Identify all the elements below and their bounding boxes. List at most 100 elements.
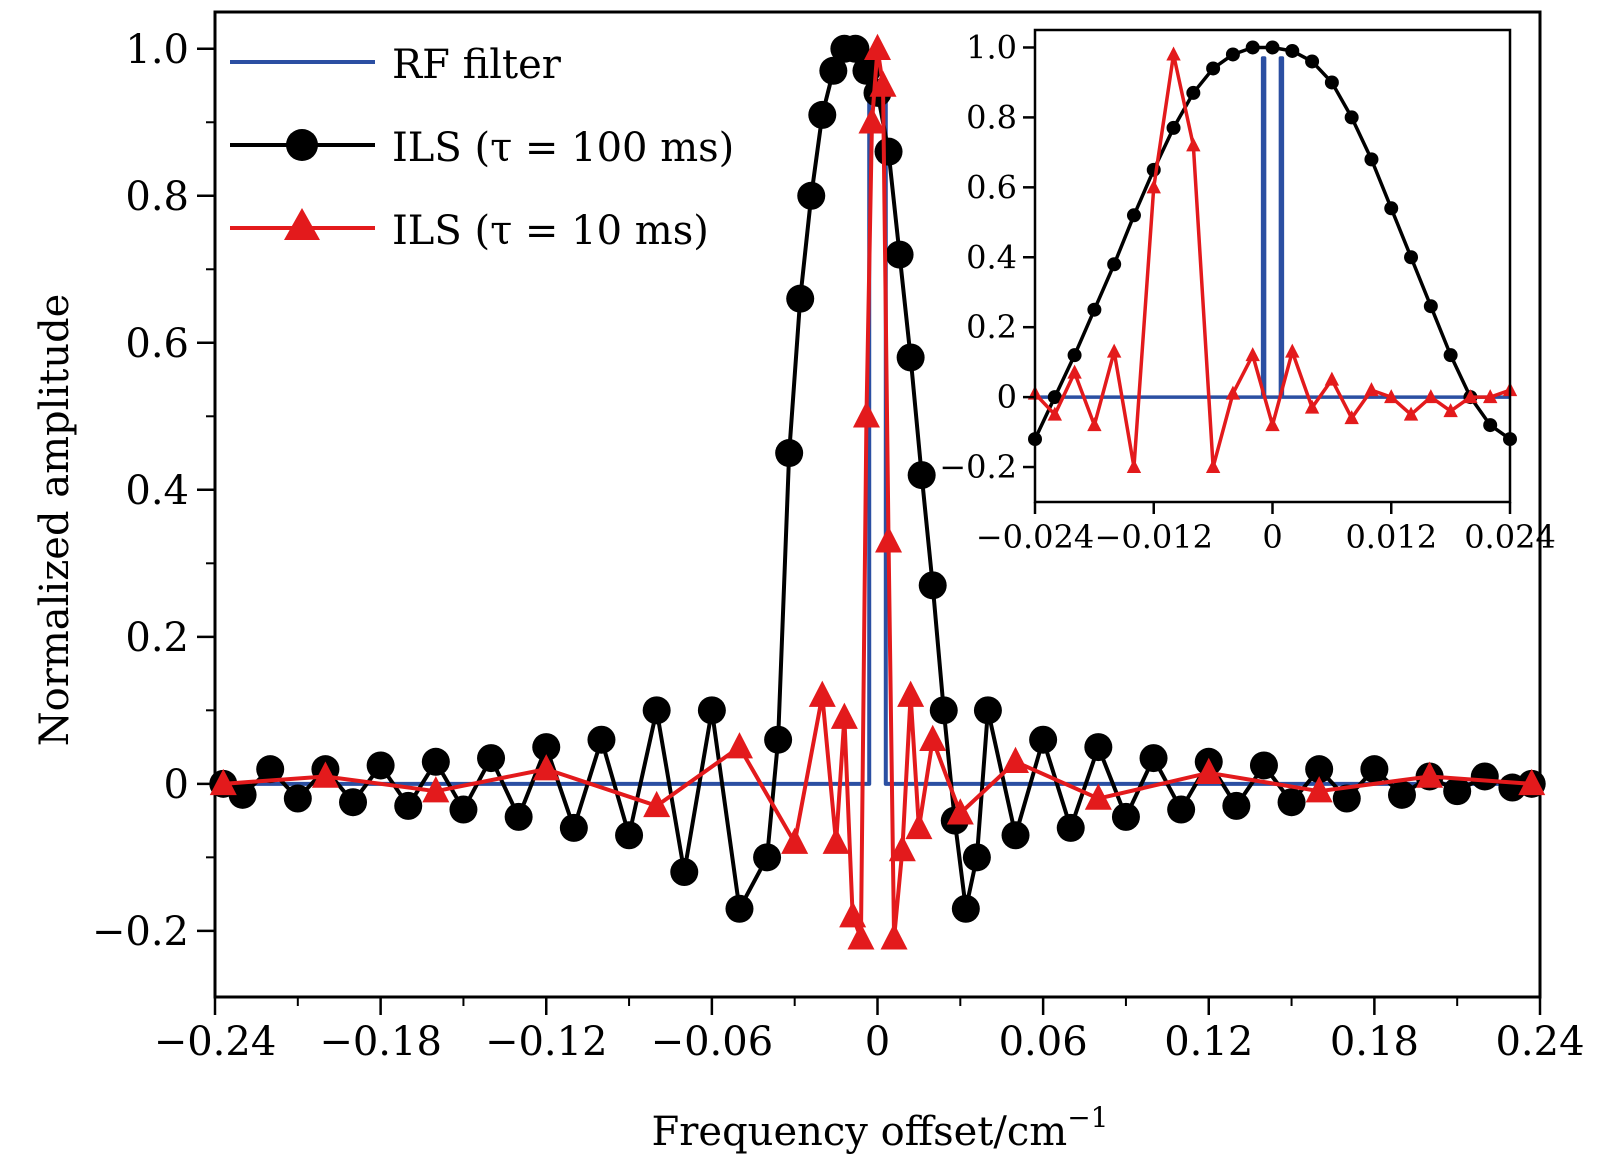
data-point [797,181,826,210]
data-point [885,240,914,269]
legend-marker-ils-10 [284,208,320,240]
data-point [477,744,506,773]
data-point [1344,110,1359,125]
x-tick-label: 0.18 [1330,1019,1419,1065]
data-point [1245,347,1260,362]
data-point [1126,208,1141,223]
series-line [1035,56,1510,399]
data-point [504,802,533,831]
data-point [808,100,837,129]
x-tick-label: 0.024 [1464,518,1556,556]
x-axis-title-sup: −1 [1067,1101,1108,1134]
data-point [1324,75,1339,90]
main-y-ticks: −0.2 0 0.2 0.4 0.6 0.8 1.0 [92,27,215,955]
data-point [1107,257,1122,272]
data-point [1305,776,1333,803]
y-tick-label: 0.6 [966,168,1017,206]
data-point [1084,733,1113,762]
y-tick-label: 0.4 [125,468,189,514]
x-tick-label: −0.24 [154,1019,277,1065]
data-point [1166,46,1181,61]
data-point [1364,382,1379,397]
main-x-ticks: −0.24 −0.18 −0.12 −0.06 0 0.06 0.12 0.18 0.24 [154,997,1585,1065]
x-tick-label: −0.024 [976,518,1094,556]
legend-label-ils-10: ILS (τ = 10 ms) [392,208,709,254]
data-point [1265,417,1280,432]
data-point [1483,418,1498,433]
x-tick-label: 0.12 [1164,1019,1253,1065]
data-point [1245,40,1260,55]
data-point [1518,768,1546,796]
legend-label-ils-100: ILS (τ = 100 ms) [392,125,734,171]
data-point [869,70,897,97]
x-tick-label: 0.06 [999,1019,1088,1065]
data-point [615,821,644,850]
data-point [366,751,395,780]
legend-label-rf: RF filter [392,42,562,88]
data-point [1056,813,1085,842]
data-point [808,680,836,707]
inset-y-ticks: −0.2 0 0.2 0.4 0.6 0.8 1.0 [939,28,1035,486]
data-point [852,401,880,428]
y-tick-label: 0 [164,762,189,808]
data-point [1384,201,1399,216]
data-point [1265,40,1280,55]
data-point [394,791,423,820]
data-point [1285,43,1300,58]
inset-series [1027,40,1518,474]
data-point [725,732,753,759]
data-point [1001,821,1030,850]
data-point [1443,348,1458,363]
y-tick-label: 0.8 [966,98,1017,136]
data-point [822,827,850,854]
data-point [847,923,875,950]
data-point [786,284,815,313]
y-tick-label: 0 [997,378,1017,416]
y-tick-label: 0.2 [966,308,1017,346]
data-point [918,571,947,600]
data-point [1067,348,1082,363]
data-point [1443,403,1458,418]
data-point [228,780,257,809]
y-tick-label: 1.0 [966,28,1017,66]
data-point [1206,61,1221,76]
inset-x-ticks: −0.024 −0.012 0 0.012 0.024 [976,502,1556,556]
data-point [1423,389,1439,404]
y-tick-label: 0.2 [125,615,189,661]
data-point [1186,85,1201,100]
main-series [209,33,1546,950]
data-point [1084,783,1112,810]
data-point [1404,250,1419,265]
data-point [1416,761,1444,788]
data-point [1106,343,1122,358]
data-point [1139,744,1168,773]
data-point [1360,755,1389,784]
data-point [1463,389,1478,404]
data-point [1205,459,1221,474]
data-point [532,754,560,781]
data-point [858,107,886,134]
data-point [819,56,848,85]
data-point [1387,780,1416,809]
data-point [1166,120,1181,135]
data-point [1443,777,1472,806]
data-point [1087,302,1102,317]
data-point [1186,137,1201,152]
x-tick-label: −0.06 [651,1019,774,1065]
data-point [1087,417,1102,432]
data-point [421,747,450,776]
data-point [1067,364,1082,379]
data-point [1344,410,1359,425]
data-point [1285,343,1300,358]
data-point [1146,179,1161,194]
y-tick-label: −0.2 [939,448,1017,486]
series-1 [1028,40,1517,447]
data-point [559,813,588,842]
data-point [209,768,237,796]
y-tick-label: −0.2 [92,909,189,955]
data-point [781,827,809,854]
data-point [1423,299,1438,314]
x-axis-title: Frequency offset/cm−1 [652,1101,1109,1155]
data-point [1126,459,1142,474]
